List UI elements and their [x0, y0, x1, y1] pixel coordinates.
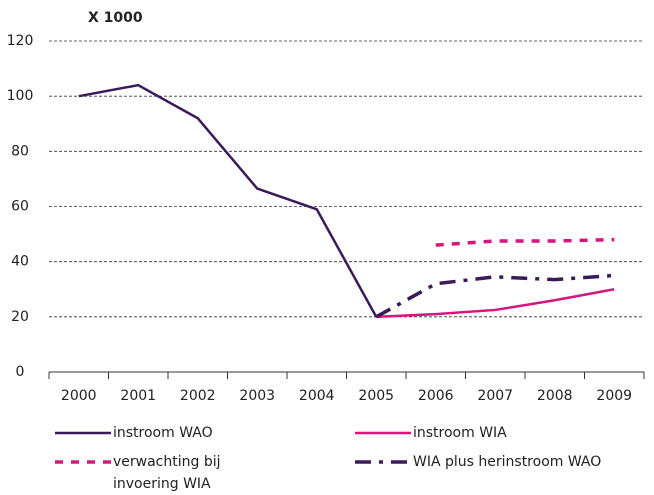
- plot: X 1000 0 20 40 60 80 100 120 2000 2001 2002 2003 20…: [7, 10, 645, 404]
- legend-label: verwachting bij invoering WIA: [113, 454, 221, 492]
- legend-label: WIA plus herinstroom WAO: [413, 454, 602, 470]
- legend-swatch: [55, 431, 111, 435]
- y-tick-label: 60: [11, 199, 29, 215]
- series-line: [435, 237, 615, 247]
- x-tick-label: 2008: [537, 388, 573, 404]
- y-unit-label: X 1000: [88, 10, 143, 26]
- x-tick-label: 2003: [239, 388, 275, 404]
- y-tick-label: 120: [7, 33, 34, 49]
- series-line: [376, 288, 615, 319]
- x-tick-label: 2009: [596, 388, 632, 404]
- legend-label: instroom WAO: [113, 425, 213, 441]
- y-tick-label: 40: [11, 254, 29, 270]
- legend-swatch: [355, 460, 411, 464]
- x-tick-label: 2006: [418, 388, 454, 404]
- legend-item: instroom WIA: [355, 422, 649, 444]
- series-line: [78, 83, 378, 318]
- x-tick-label: 2004: [299, 388, 335, 404]
- series-line: [375, 273, 615, 319]
- x-tick-label: 2005: [358, 388, 394, 404]
- x-tick-label: 2007: [477, 388, 513, 404]
- y-tick-label: 80: [11, 143, 29, 159]
- x-tick-label: 2002: [180, 388, 216, 404]
- legend-label: instroom WIA: [413, 425, 507, 441]
- legend-swatch: [355, 431, 411, 435]
- legend-item: instroom WAO: [55, 422, 278, 444]
- y-tick-label: 0: [16, 364, 25, 380]
- legend-item: verwachting bij invoering WIA: [55, 451, 278, 495]
- y-tick-label: 20: [11, 309, 29, 325]
- x-tick-label: 2000: [61, 388, 97, 404]
- y-tick-label: 100: [7, 88, 34, 104]
- legend-swatch: [55, 460, 111, 464]
- legend-item: WIA plus herinstroom WAO: [355, 451, 649, 473]
- x-tick-label: 2001: [120, 388, 156, 404]
